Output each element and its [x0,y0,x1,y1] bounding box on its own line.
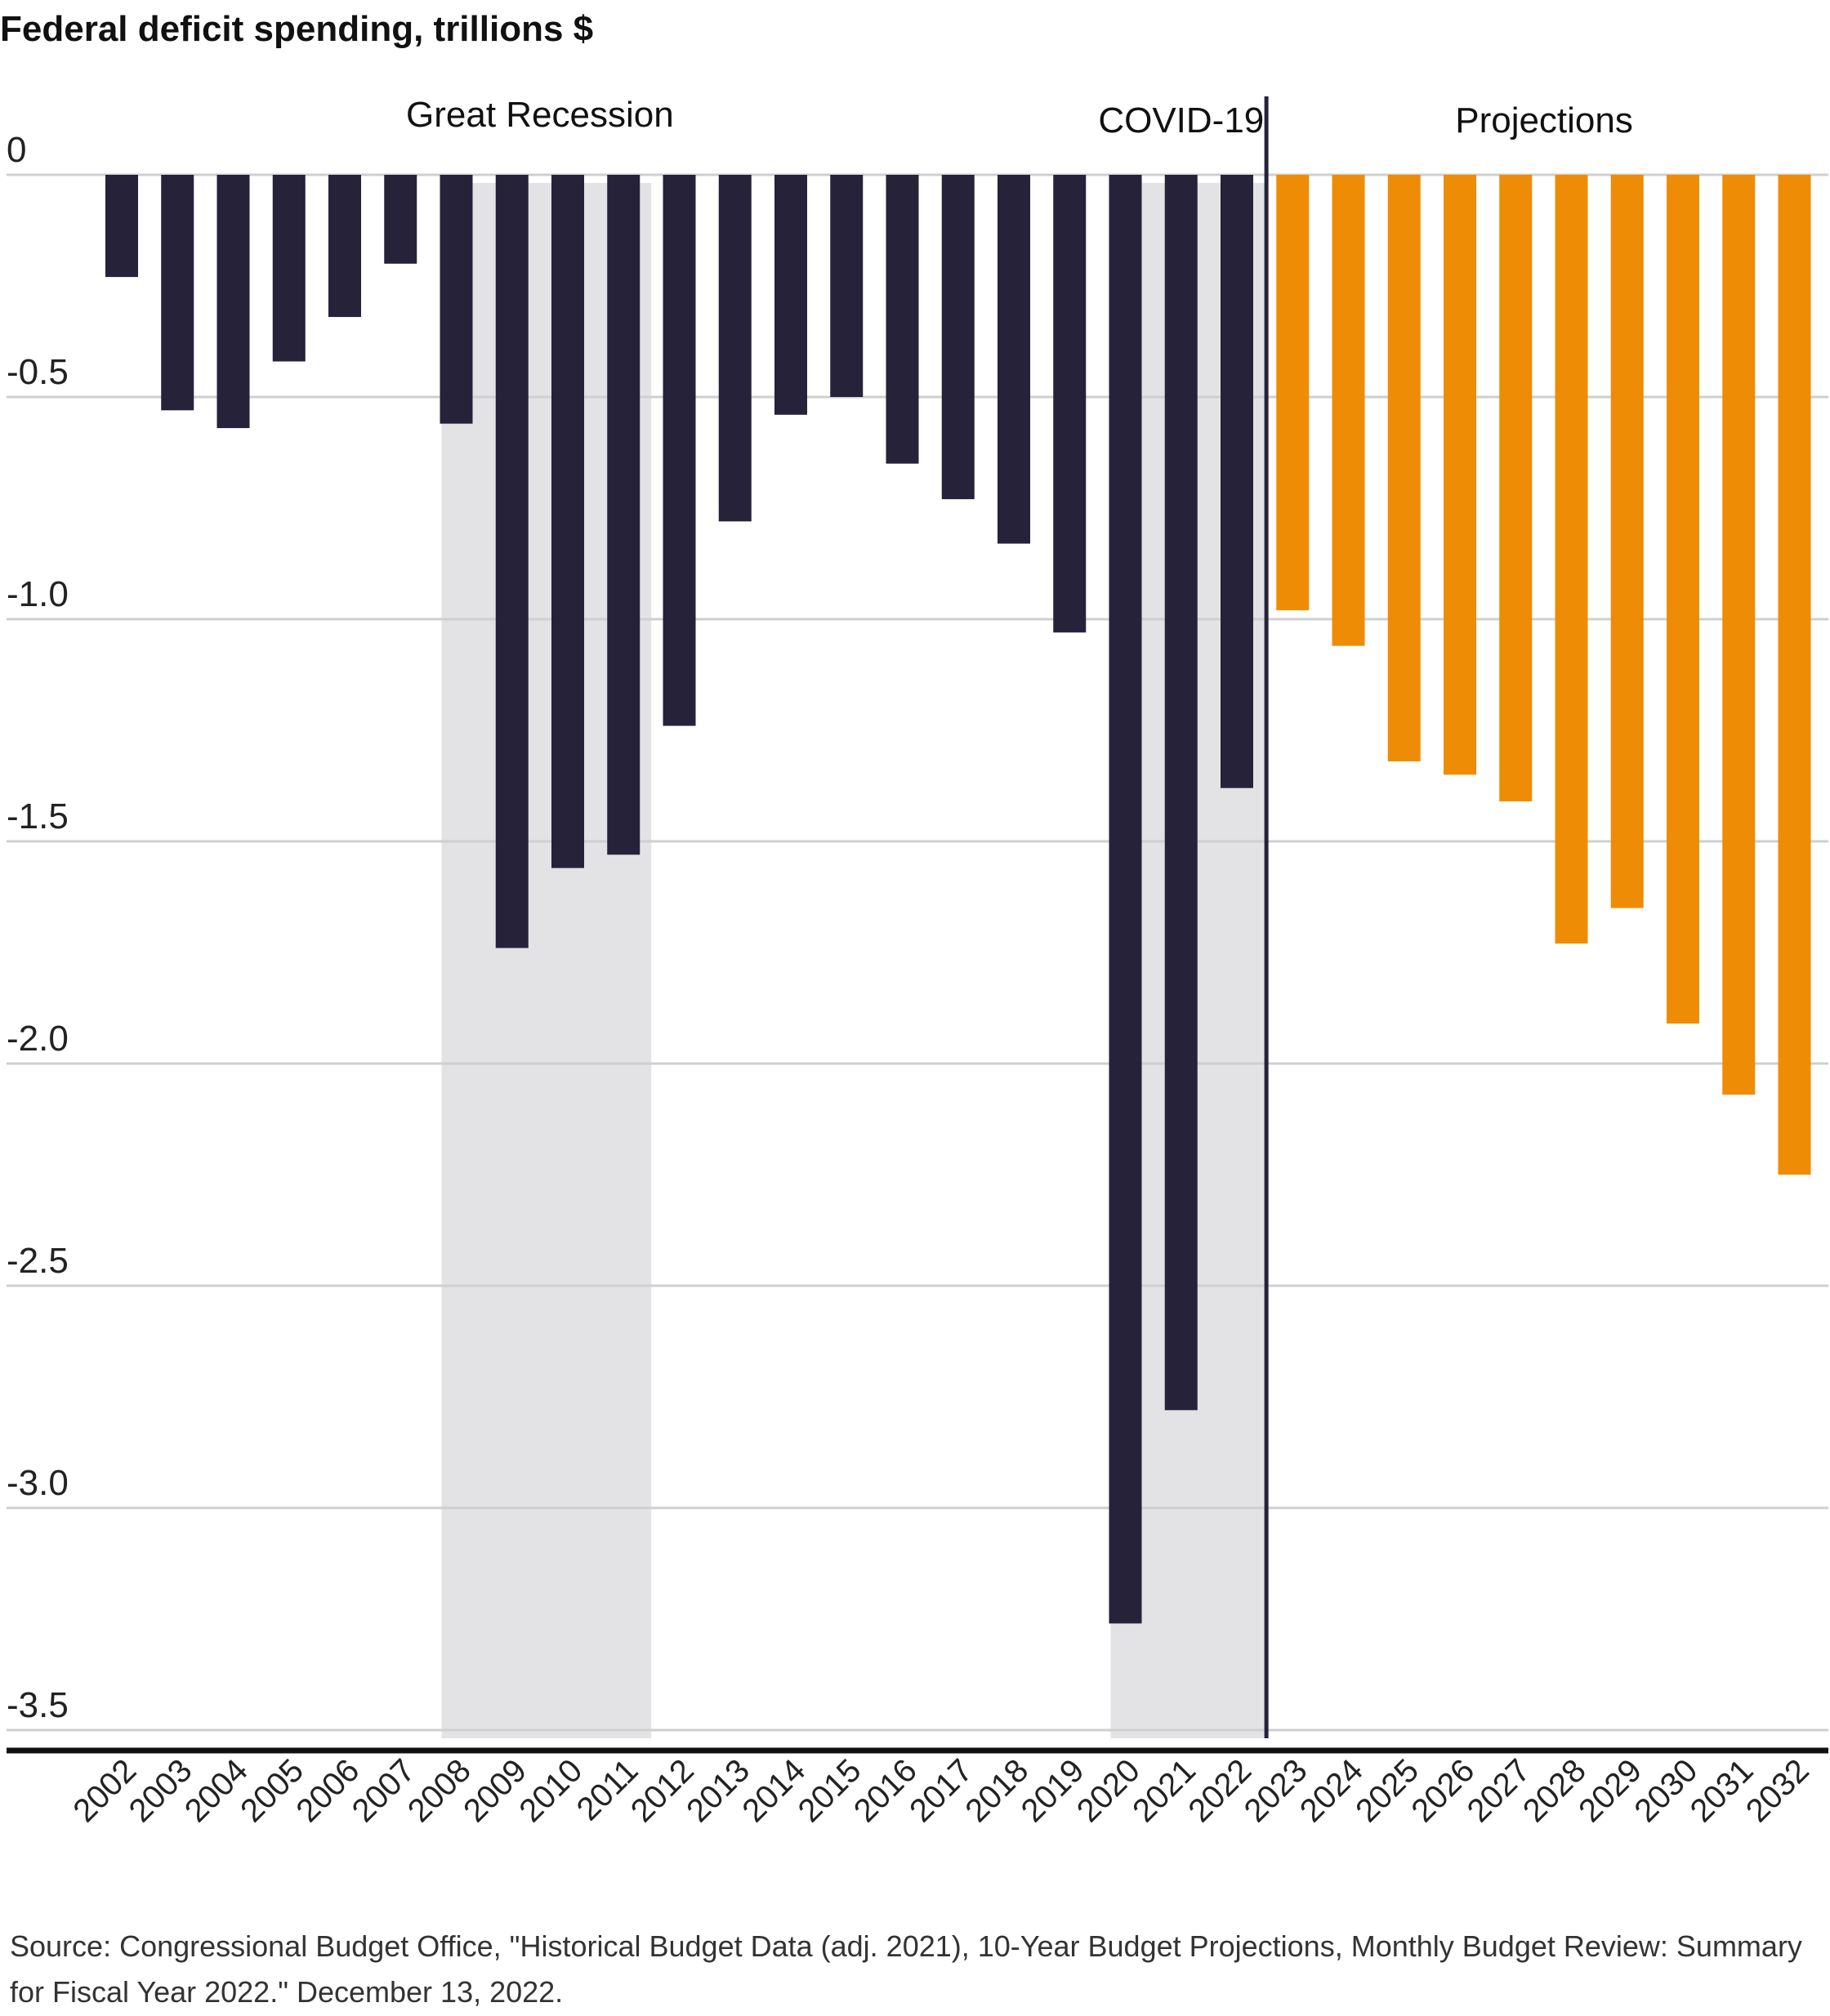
y-tick-label: 0 [7,130,26,170]
x-tick-label: 2009 [457,1752,533,1829]
x-tick-label: 2028 [1516,1752,1593,1829]
x-tick-label: 2006 [289,1752,366,1829]
bar-2021 [1164,175,1198,1411]
bar-2005 [272,175,306,362]
bar-2018 [998,175,1030,544]
x-tick-label: 2024 [1293,1752,1370,1829]
x-tick-label: 2030 [1627,1752,1704,1829]
source-note: Source: Congressional Budget Office, "Hi… [10,1929,1802,2009]
x-axis-ticks: 2002200320042005200620072008200920102011… [66,1752,1816,1829]
bar-2028 [1555,175,1588,944]
x-tick-label: 2012 [624,1752,701,1829]
x-tick-label: 2025 [1349,1752,1426,1829]
x-tick-label: 2005 [234,1752,310,1829]
x-tick-label: 2023 [1238,1752,1314,1829]
bar-2030 [1667,175,1699,1024]
bar-2022 [1221,175,1253,788]
x-tick-label: 2019 [1015,1752,1091,1829]
bar-2032 [1778,175,1811,1175]
y-tick-label: -3.5 [7,1685,69,1725]
y-tick-label: -2.5 [7,1241,69,1281]
deficit-bar-chart: Federal deficit spending, trillions $ 0 -… [0,9,1828,1829]
bars [105,175,1811,1624]
bar-2020 [1109,175,1142,1624]
bar-2023 [1276,175,1310,611]
period-annotations: Great Recession COVID-19 Projections [406,95,1633,140]
bar-2019 [1053,175,1087,633]
bar-2031 [1722,175,1756,1095]
bar-2012 [663,175,696,726]
annotation-2: COVID-19 [1098,100,1264,140]
x-tick-label: 2032 [1739,1752,1816,1829]
bar-2008 [440,175,473,424]
x-tick-label: 2002 [66,1752,143,1829]
x-tick-label: 2018 [958,1752,1035,1829]
x-tick-label: 2010 [512,1752,589,1829]
y-tick-label: -1.5 [7,796,69,836]
x-tick-label: 2003 [123,1752,199,1829]
bar-2024 [1332,175,1365,646]
x-tick-label: 2026 [1404,1752,1481,1829]
bar-2015 [830,175,864,397]
bar-2014 [774,175,807,415]
bar-2006 [328,175,361,318]
bar-2004 [216,175,250,429]
bar-2027 [1499,175,1533,802]
chart-title: Federal deficit spending, trillions $ [0,9,593,49]
x-tick-label: 2031 [1684,1752,1761,1829]
y-tick-label: -0.5 [7,352,69,392]
bar-2026 [1444,175,1476,775]
y-tick-label: -2.0 [7,1019,69,1059]
bar-2003 [161,175,194,411]
bar-2029 [1610,175,1644,908]
y-tick-label: -3.0 [7,1463,69,1503]
x-tick-label: 2013 [680,1752,757,1829]
y-axis-ticks: 0 -0.5 -1.0 -1.5 -2.0 -2.5 -3.0 -3.5 [7,130,69,1725]
bar-2007 [384,175,417,264]
x-tick-label: 2004 [178,1752,255,1829]
bar-2011 [607,175,640,855]
x-tick-label: 2007 [346,1752,422,1829]
bar-2017 [941,175,975,500]
x-tick-label: 2011 [570,1752,645,1827]
x-tick-label: 2008 [401,1752,478,1829]
bar-2002 [105,175,138,278]
bar-2025 [1387,175,1421,762]
x-tick-label: 2020 [1070,1752,1147,1829]
bar-2016 [886,175,919,464]
x-tick-label: 2021 [1126,1752,1203,1829]
gridlines [7,173,1828,1732]
x-tick-label: 2029 [1572,1752,1649,1829]
annotation-1: Great Recession [406,95,674,135]
x-tick-label: 2015 [792,1752,868,1829]
x-tick-label: 2022 [1181,1752,1258,1829]
y-tick-label: -1.0 [7,574,69,614]
annotation-3: Projections [1455,100,1633,140]
bar-2009 [495,175,529,948]
bar-2010 [551,175,584,868]
x-tick-label: 2017 [903,1752,980,1829]
x-tick-label: 2014 [735,1752,812,1829]
x-tick-label: 2027 [1461,1752,1538,1829]
x-tick-label: 2016 [847,1752,924,1829]
bar-2013 [718,175,752,522]
